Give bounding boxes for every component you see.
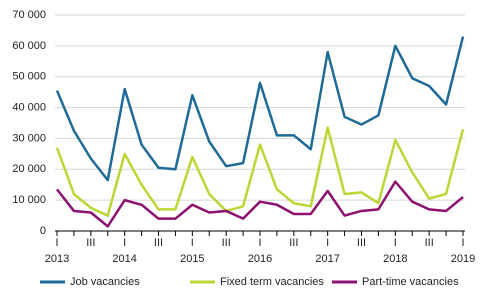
x-tick-label: III bbox=[154, 237, 163, 249]
legend-label: Job vacancies bbox=[70, 276, 140, 288]
legend-label: Part-time vacancies bbox=[362, 276, 459, 288]
x-tick-label: I bbox=[55, 237, 58, 249]
x-tick-label: I bbox=[191, 237, 194, 249]
y-tick-label: 70 000 bbox=[12, 9, 46, 21]
x-tick-label: I bbox=[326, 237, 329, 249]
y-tick-label: 30 000 bbox=[12, 132, 46, 144]
series-line bbox=[56, 180, 464, 228]
series-line bbox=[55, 36, 465, 182]
x-year-label: 2019 bbox=[451, 253, 475, 265]
x-tick-label: III bbox=[289, 237, 298, 249]
y-tick-label: 10 000 bbox=[12, 194, 46, 206]
x-year-label: 2017 bbox=[315, 253, 339, 265]
x-year-label: 2014 bbox=[112, 253, 136, 265]
y-tick-label: 50 000 bbox=[12, 71, 46, 83]
y-tick-label: 60 000 bbox=[12, 40, 46, 52]
legend-label: Fixed term vacancies bbox=[220, 276, 324, 288]
y-tick-label: 0 bbox=[40, 225, 46, 237]
x-year-label: 2018 bbox=[383, 253, 407, 265]
x-tick-label: I bbox=[461, 237, 464, 249]
x-tick-label: I bbox=[394, 237, 397, 249]
x-year-label: 2013 bbox=[45, 253, 69, 265]
y-tick-label: 40 000 bbox=[12, 101, 46, 113]
x-tick-label: I bbox=[258, 237, 261, 249]
x-tick-label: III bbox=[222, 237, 231, 249]
x-tick-label: III bbox=[425, 237, 434, 249]
x-year-label: 2016 bbox=[248, 253, 272, 265]
x-year-label: 2015 bbox=[180, 253, 204, 265]
x-tick-label: III bbox=[86, 237, 95, 249]
y-tick-label: 20 000 bbox=[12, 163, 46, 175]
x-tick-label: I bbox=[123, 237, 126, 249]
series-line bbox=[55, 126, 465, 217]
x-tick-label: III bbox=[357, 237, 366, 249]
